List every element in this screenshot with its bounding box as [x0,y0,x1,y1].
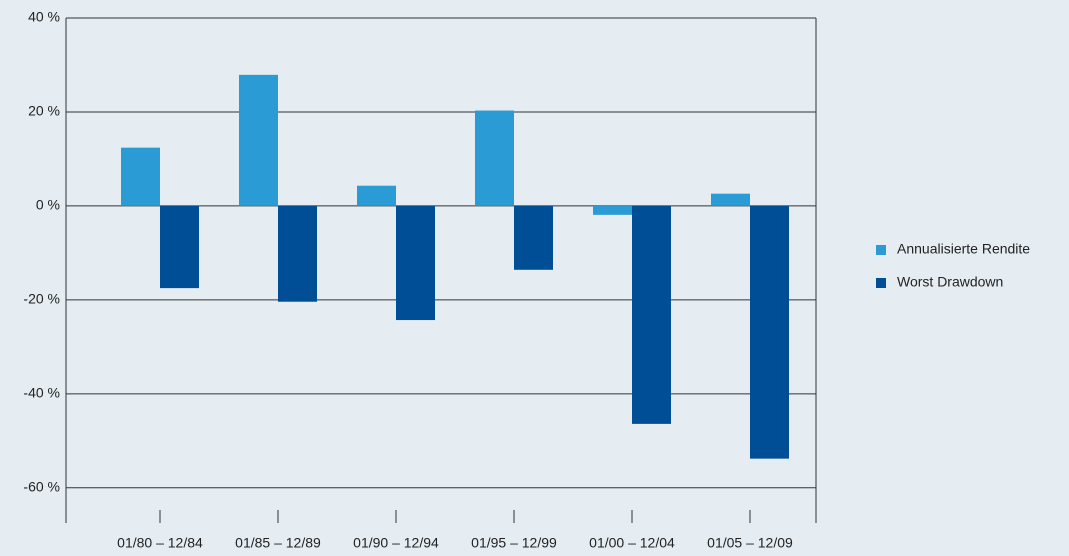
y-tick-label: -20 % [23,291,60,307]
y-tick-label: 40 % [28,9,60,25]
y-tick-label: -40 % [23,385,60,401]
bar [711,193,750,206]
bar [121,147,160,206]
x-tick-label: 01/80 – 12/84 [117,535,203,551]
bar [475,110,514,206]
bar [278,205,317,302]
y-tick-label: -60 % [23,478,60,494]
x-tick-label: 01/05 – 12/09 [707,535,793,551]
legend-swatch [876,278,886,288]
bar [514,205,553,270]
bar [632,205,671,424]
x-tick-label: 01/85 – 12/89 [235,535,321,551]
bar [239,74,278,206]
y-tick-label: 20 % [28,103,60,119]
bar [396,205,435,321]
bar [750,205,789,459]
y-tick-label: 0 % [36,197,60,213]
legend-swatch [876,245,886,255]
bar [357,185,396,206]
x-tick-label: 01/95 – 12/99 [471,535,557,551]
legend-label: Annualisierte Rendite [897,241,1030,257]
legend-label: Worst Drawdown [897,274,1003,290]
x-tick-label: 01/00 – 12/04 [589,535,675,551]
x-tick-label: 01/90 – 12/94 [353,535,439,551]
bar [593,205,632,215]
bar [160,205,199,289]
